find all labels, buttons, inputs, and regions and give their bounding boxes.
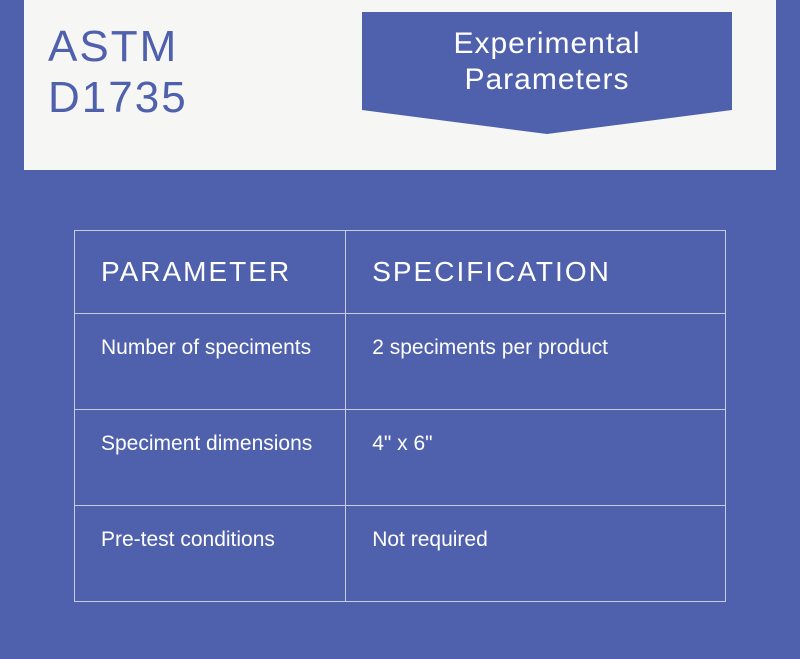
table-row: Number of speciments 2 speciments per pr… (75, 313, 725, 409)
cell-parameter: Pre-test conditions (75, 506, 346, 601)
ribbon-chevron-icon (362, 110, 732, 134)
column-header-parameter: PARAMETER (75, 231, 346, 313)
subtitle-ribbon: Experimental Parameters (362, 12, 732, 110)
cell-specification: Not required (346, 506, 725, 601)
cell-parameter: Speciment dimensions (75, 410, 346, 505)
parameters-table: PARAMETER SPECIFICATION Number of specim… (74, 230, 726, 602)
title-line-2: D1735 (48, 73, 188, 124)
table-row: Pre-test conditions Not required (75, 505, 725, 601)
cell-parameter: Number of speciments (75, 314, 346, 409)
column-header-specification: SPECIFICATION (346, 231, 725, 313)
cell-specification: 4" x 6" (346, 410, 725, 505)
ribbon-line-2: Parameters (362, 62, 732, 98)
title-line-1: ASTM (48, 22, 188, 73)
page-title: ASTM D1735 (48, 22, 188, 123)
cell-specification: 2 speciments per product (346, 314, 725, 409)
table-header-row: PARAMETER SPECIFICATION (75, 231, 725, 313)
table-row: Speciment dimensions 4" x 6" (75, 409, 725, 505)
ribbon-line-1: Experimental (362, 26, 732, 62)
